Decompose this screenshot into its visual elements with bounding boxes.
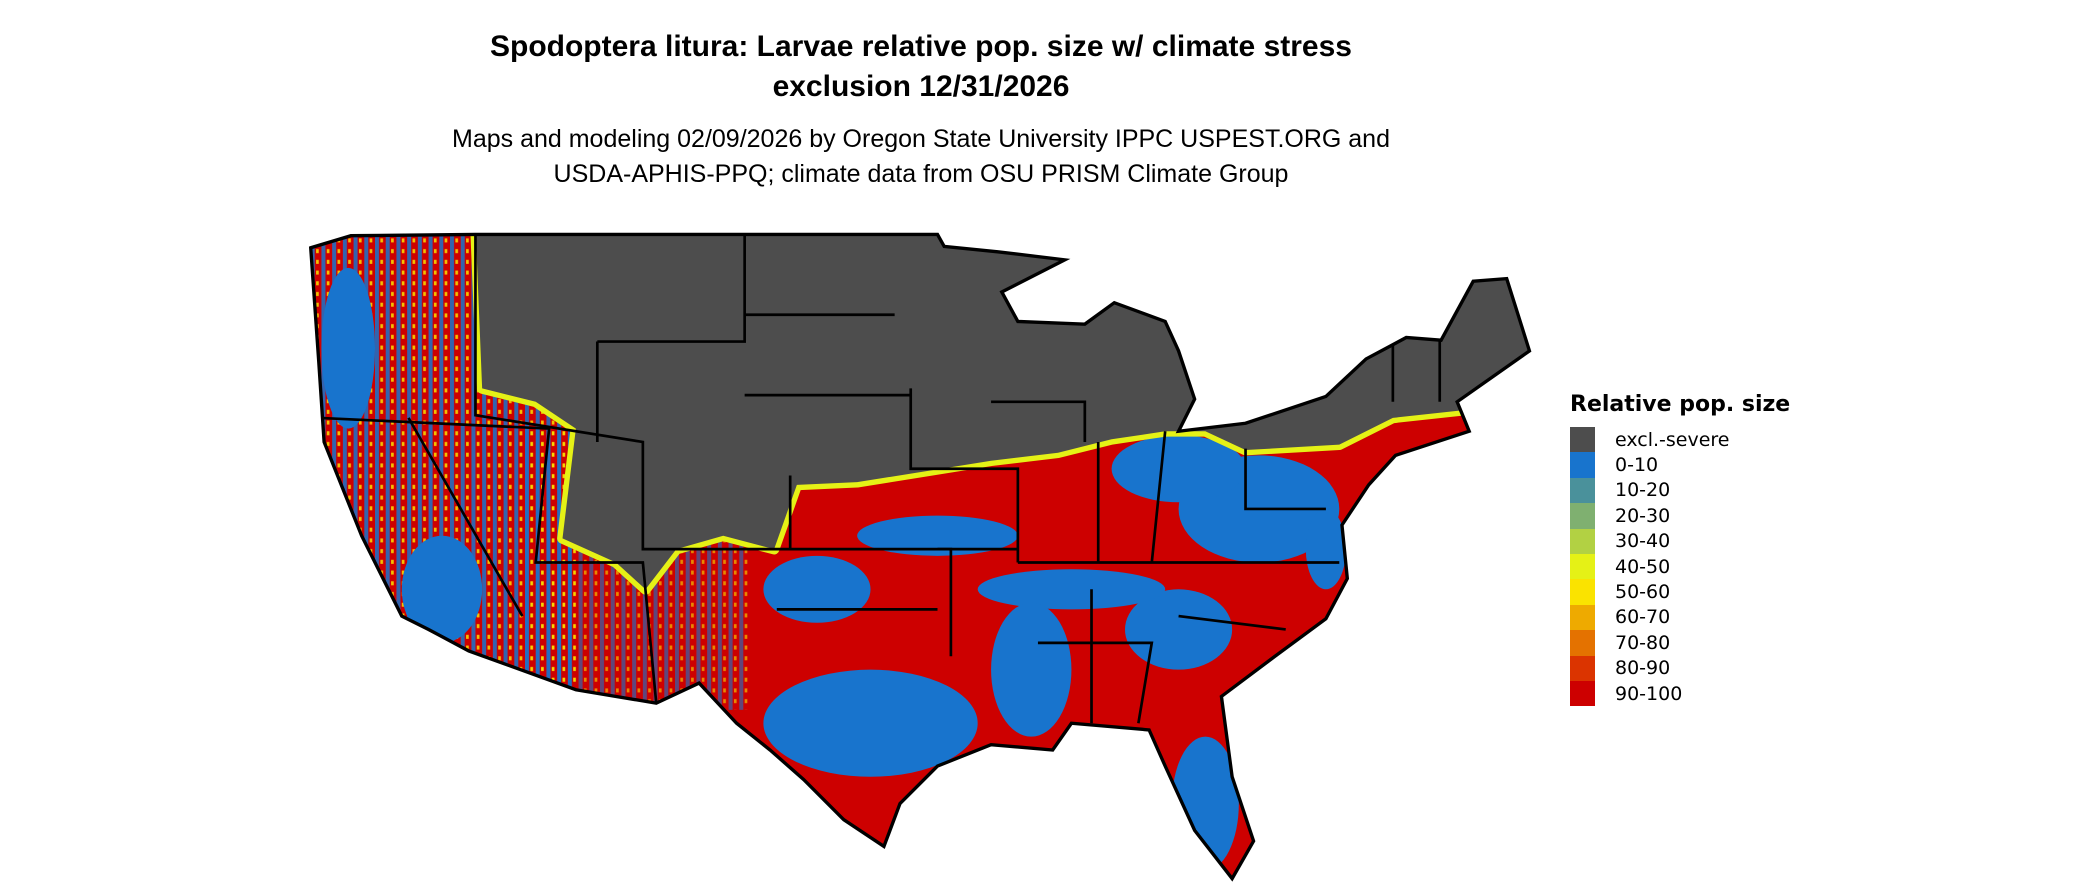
legend-swatch	[1570, 655, 1595, 681]
legend-label: 90-100	[1615, 682, 1683, 705]
legend-item: 10-20	[1570, 477, 1790, 504]
legend-item: excl.-severe	[1570, 427, 1790, 453]
legend-item: 0-10	[1570, 452, 1790, 478]
legend-item: 20-30	[1570, 503, 1790, 529]
legend-label: 30-40	[1615, 530, 1671, 553]
legend-swatch	[1570, 630, 1595, 656]
legend-label: 50-60	[1615, 581, 1671, 604]
legend-item: 50-60	[1570, 579, 1790, 605]
legend-item: 90-100	[1570, 680, 1790, 707]
legend-swatch	[1570, 680, 1595, 707]
legend-label: 60-70	[1615, 606, 1671, 629]
legend-item: 40-50	[1570, 553, 1790, 580]
legend-label: excl.-severe	[1615, 428, 1730, 451]
legend-swatch	[1570, 553, 1595, 580]
legend-item: 30-40	[1570, 528, 1790, 554]
legend-swatch	[1570, 528, 1595, 554]
state-borders	[318, 234, 1442, 724]
legend-label: 80-90	[1615, 657, 1671, 680]
legend-item: 60-70	[1570, 604, 1790, 631]
map-subtitle-line-2: USDA-APHIS-PPQ; climate data from OSU PR…	[553, 160, 1289, 188]
legend-label: 40-50	[1615, 555, 1671, 578]
legend-title: Relative pop. size	[1570, 392, 1791, 417]
map-subtitle-line-1: Maps and modeling 02/09/2026 by Oregon S…	[452, 125, 1390, 153]
legend-label: 10-20	[1615, 479, 1671, 502]
legend-swatch	[1570, 503, 1595, 529]
legend-swatch	[1570, 604, 1595, 631]
legend-swatch	[1570, 427, 1595, 453]
legend-label: 0-10	[1615, 454, 1659, 477]
legend: Relative pop. size excl.-severe 0-10 10-20…	[1570, 392, 1791, 707]
region-0-10	[321, 267, 1346, 871]
legend-item: 80-90	[1570, 655, 1790, 681]
map-title-line-2: exclusion 12/31/2026	[772, 70, 1070, 103]
legend-label: 70-80	[1615, 631, 1671, 654]
legend-swatch	[1570, 477, 1595, 504]
map-title-line-1: Spodoptera litura: Larvae relative pop. …	[490, 30, 1352, 63]
legend-item: 70-80	[1570, 630, 1790, 656]
legend-swatch	[1570, 579, 1595, 605]
legend-label: 20-30	[1615, 504, 1671, 527]
legend-swatch	[1570, 452, 1595, 478]
